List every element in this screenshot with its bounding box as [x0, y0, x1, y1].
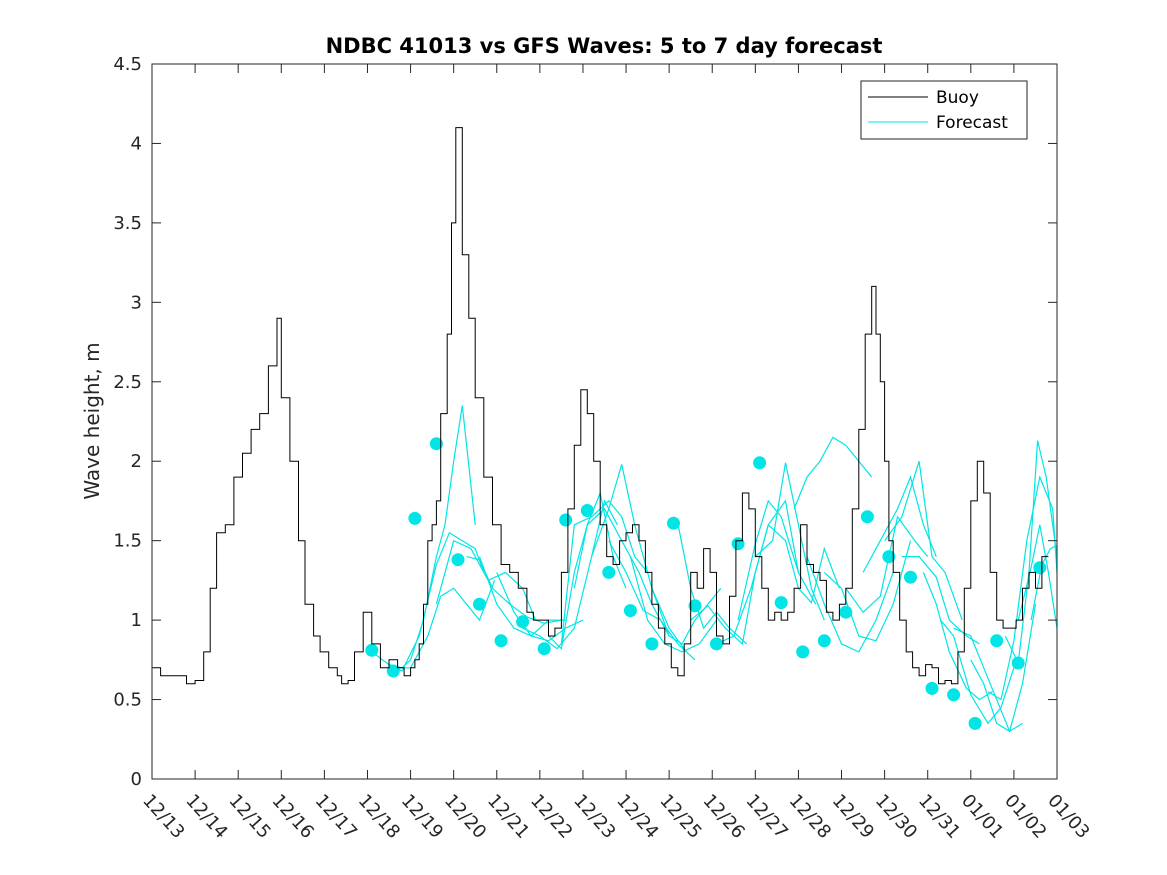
y-tick-label: 3.5: [113, 213, 142, 234]
forecast-line-9: [560, 500, 649, 644]
forecast-marker: [623, 604, 637, 618]
y-tick-label: 4: [131, 133, 142, 154]
y-tick-label: 2.5: [113, 372, 142, 393]
forecast-line-5: [478, 556, 566, 637]
forecast-line-31: [970, 604, 1037, 733]
forecast-line-20: [767, 524, 840, 604]
forecast-marker: [925, 681, 939, 695]
forecast-line-23: [823, 540, 912, 642]
legend-buoy-label: Buoy: [936, 88, 979, 108]
forecast-marker: [710, 637, 723, 651]
legend-forecast-label: Forecast: [936, 113, 1008, 133]
forecast-marker: [968, 716, 982, 730]
forecast-line-29: [940, 619, 1015, 725]
y-axis-label: Wave height, m: [80, 342, 104, 499]
y-tick-label: 0: [131, 769, 142, 790]
forecast-line-30: [953, 627, 1023, 733]
forecast-line-18: [737, 499, 817, 621]
forecast-marker: [688, 599, 702, 613]
forecast-marker: [602, 565, 616, 579]
y-tick-label: 4.5: [113, 54, 142, 75]
forecast-line-14: [651, 587, 722, 645]
forecast-marker: [1033, 561, 1047, 575]
forecast-line-12: [608, 540, 696, 661]
forecast-marker: [365, 643, 379, 657]
axes-box: [151, 63, 1058, 780]
forecast-marker: [451, 553, 465, 567]
forecast-line-27: [901, 555, 980, 645]
forecast-marker: [580, 504, 594, 517]
forecast-marker: [516, 615, 530, 629]
forecast-marker: [537, 642, 551, 656]
forecast-marker: [473, 597, 486, 611]
forecast-line-32: [987, 475, 1058, 701]
forecast-line-22: [806, 556, 894, 653]
forecast-marker: [1011, 656, 1025, 670]
forecast-line-34: [1017, 524, 1058, 629]
chart-title: NDBC 41013 vs GFS Waves: 5 to 7 day fore…: [326, 34, 883, 58]
forecast-line-26: [884, 461, 963, 621]
forecast-marker: [645, 637, 659, 651]
forecast-marker: [494, 634, 508, 648]
forecast-line-15: [677, 523, 748, 645]
forecast-marker: [753, 456, 767, 470]
legend-box: [860, 80, 1028, 140]
buoy-line: [152, 127, 1049, 685]
y-tick-label: 0.5: [113, 690, 142, 711]
forecast-marker: [947, 688, 961, 702]
forecast-marker: [817, 634, 831, 648]
forecast-line-2: [397, 580, 496, 669]
y-tick-label: 2: [131, 451, 142, 472]
y-tick-label: 1.5: [113, 531, 142, 552]
forecast-marker: [386, 664, 400, 678]
forecast-marker: [839, 605, 853, 619]
forecast-marker: [559, 513, 573, 527]
forecast-marker: [667, 516, 680, 530]
legend: Buoy Forecast: [860, 80, 1028, 140]
y-tick-label: 1: [131, 610, 142, 631]
buoy-series: [152, 127, 1049, 685]
forecast-marker: [882, 550, 896, 564]
forecast-marker: [990, 634, 1004, 648]
forecast-line-13: [629, 556, 717, 653]
forecast-markers: [365, 437, 1047, 730]
forecast-marker: [860, 510, 874, 524]
forecast-marker: [429, 437, 443, 451]
y-tick-label: 3: [131, 292, 142, 313]
forecast-line-25: [862, 475, 937, 573]
forecast-line-1: [388, 531, 485, 672]
forecast-marker: [408, 511, 422, 525]
forecast-line-7: [522, 499, 618, 650]
forecast-line-6: [496, 572, 584, 642]
forecast-marker: [904, 570, 917, 584]
forecast-marker: [796, 645, 810, 659]
forecast-marker: [774, 596, 788, 610]
